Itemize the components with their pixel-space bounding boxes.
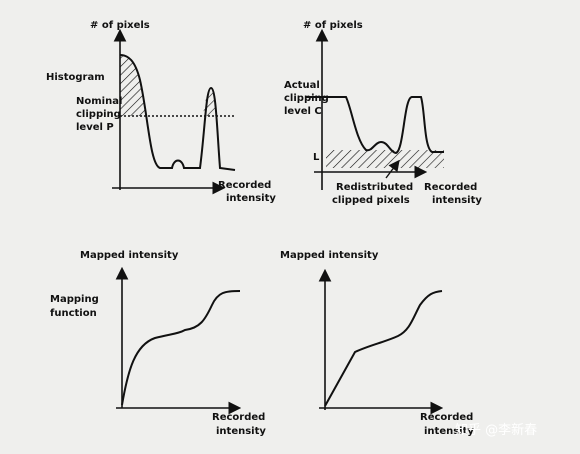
x-label: Recorded: [218, 180, 271, 191]
clipped-area: [120, 55, 217, 116]
curve-label: Histogram: [46, 72, 105, 83]
y-label: Mapped intensity: [80, 250, 179, 261]
mapping-curve: [324, 290, 443, 407]
panel-clipped: # of pixels Actual clipping level C L Re…: [284, 20, 482, 206]
band-label: Redistributed: [336, 182, 413, 193]
y-label: # of pixels: [303, 20, 363, 31]
curve-label: function: [50, 308, 97, 319]
level-label: L: [313, 152, 320, 163]
x-label: intensity: [424, 426, 474, 437]
clip-label: level P: [76, 122, 114, 133]
clip-label: level C: [284, 106, 322, 117]
x-label: Recorded: [212, 412, 265, 423]
redistributed-band: [326, 150, 444, 168]
clip-label: clipping: [76, 109, 121, 120]
x-label: intensity: [216, 426, 266, 437]
x-label: intensity: [226, 193, 276, 204]
mapping-curve: [121, 290, 241, 406]
x-label: intensity: [432, 195, 482, 206]
pointer-arrow: [385, 159, 400, 179]
clip-label: Actual: [284, 80, 320, 91]
watermark: 知乎 @李新春: [455, 422, 537, 438]
y-label: Mapped intensity: [280, 250, 379, 261]
clipped-curve: [305, 96, 444, 155]
clip-label: Nominal: [76, 96, 122, 107]
clip-label: clipping: [284, 93, 329, 104]
histogram-curve: [119, 54, 236, 171]
curve-label: Mapping: [50, 294, 99, 305]
panel-histogram: # of pixels Histogram Nominal clipping l…: [46, 20, 276, 204]
band-label: clipped pixels: [332, 195, 410, 206]
y-label: # of pixels: [90, 20, 150, 31]
panel-mapping-clahe: Mapped intensity Mapping function Record…: [50, 250, 266, 437]
x-label: Recorded: [420, 412, 473, 423]
panel-mapping: Mapped intensity Recorded intensity: [280, 250, 474, 437]
x-label: Recorded: [424, 182, 477, 193]
